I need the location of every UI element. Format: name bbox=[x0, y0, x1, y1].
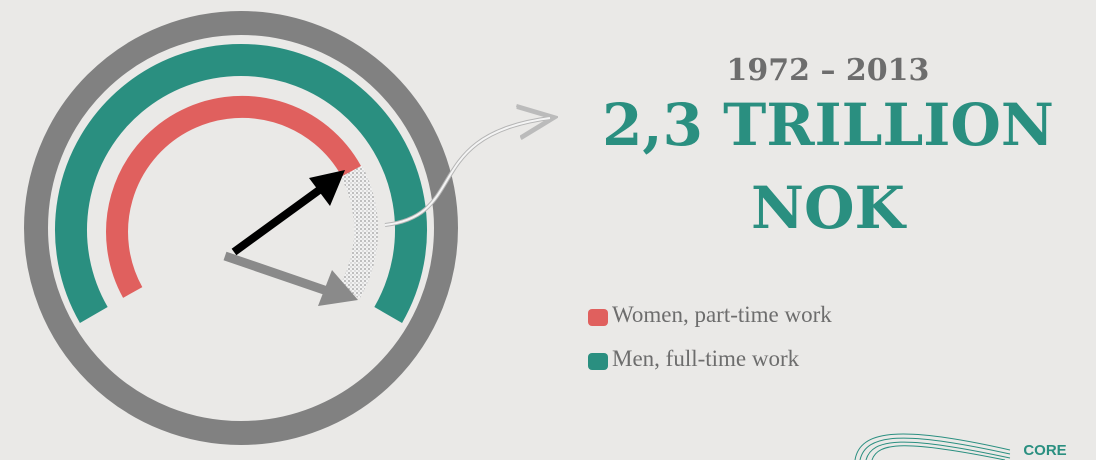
infographic: 1972 – 2013 2,3 TRILLION NOK Women, part… bbox=[0, 0, 1096, 460]
legend-swatch bbox=[588, 353, 608, 370]
page: 1972 – 2013 2,3 TRILLION NOK Women, part… bbox=[0, 0, 1096, 460]
headline-unit: NOK bbox=[751, 174, 908, 242]
legend-label: Men, full-time work bbox=[612, 346, 800, 371]
legend-swatch bbox=[588, 309, 608, 326]
legend-label: Women, part-time work bbox=[612, 302, 832, 327]
period: 1972 – 2013 bbox=[727, 53, 930, 88]
headline-amount: 2,3 TRILLION bbox=[602, 91, 1054, 159]
logo-text: CORE bbox=[1023, 442, 1066, 459]
